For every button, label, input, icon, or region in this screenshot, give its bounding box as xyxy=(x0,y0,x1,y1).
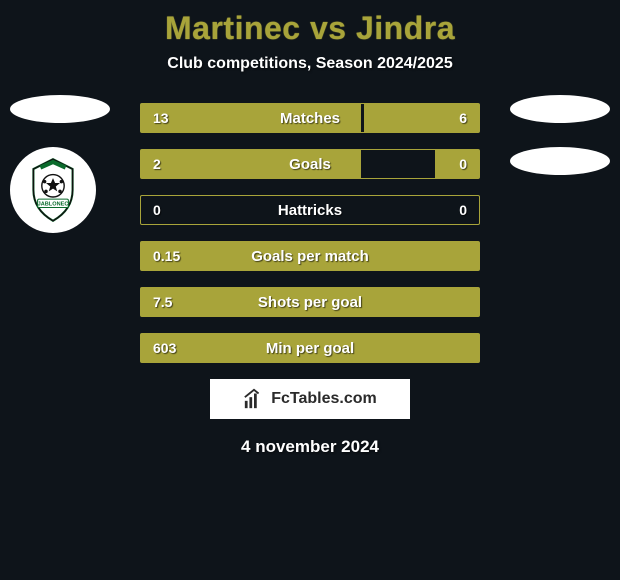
brand-text: FcTables.com xyxy=(271,390,377,408)
club-shield-icon: JABLONEC xyxy=(18,155,88,225)
stat-right-value: 0 xyxy=(459,202,467,218)
stat-right-value: 6 xyxy=(459,110,467,126)
stats-area: JABLONEC 13 Matches 6 2 Goals 0 xyxy=(0,103,620,457)
page-title: Martinec vs Jindra xyxy=(0,10,620,47)
comparison-card: Martinec vs Jindra Club competitions, Se… xyxy=(0,0,620,457)
svg-text:JABLONEC: JABLONEC xyxy=(38,201,69,207)
stat-label: Hattricks xyxy=(141,202,479,219)
subtitle: Club competitions, Season 2024/2025 xyxy=(0,55,620,73)
stat-row-goals-per-match: 0.15 Goals per match xyxy=(140,241,480,271)
stat-label: Min per goal xyxy=(141,340,479,357)
left-player-badges: JABLONEC xyxy=(10,95,110,233)
right-player-badges xyxy=(510,95,610,199)
stat-row-goals: 2 Goals 0 xyxy=(140,149,480,179)
stat-row-matches: 13 Matches 6 xyxy=(140,103,480,133)
stat-row-hattricks: 0 Hattricks 0 xyxy=(140,195,480,225)
stat-row-min-per-goal: 603 Min per goal xyxy=(140,333,480,363)
stat-label: Goals per match xyxy=(141,248,479,265)
brand-badge[interactable]: FcTables.com xyxy=(210,379,410,419)
left-player-placeholder xyxy=(10,95,110,123)
chart-icon xyxy=(243,388,265,410)
stat-row-shots-per-goal: 7.5 Shots per goal xyxy=(140,287,480,317)
date-text: 4 november 2024 xyxy=(0,437,620,457)
right-player-placeholder xyxy=(510,95,610,123)
stat-label: Goals xyxy=(141,156,479,173)
stat-bars: 13 Matches 6 2 Goals 0 0 Hattricks 0 xyxy=(140,103,480,363)
stat-label: Shots per goal xyxy=(141,294,479,311)
left-club-logo: JABLONEC xyxy=(10,147,96,233)
right-club-placeholder xyxy=(510,147,610,175)
stat-label: Matches xyxy=(141,110,479,127)
stat-right-value: 0 xyxy=(459,156,467,172)
